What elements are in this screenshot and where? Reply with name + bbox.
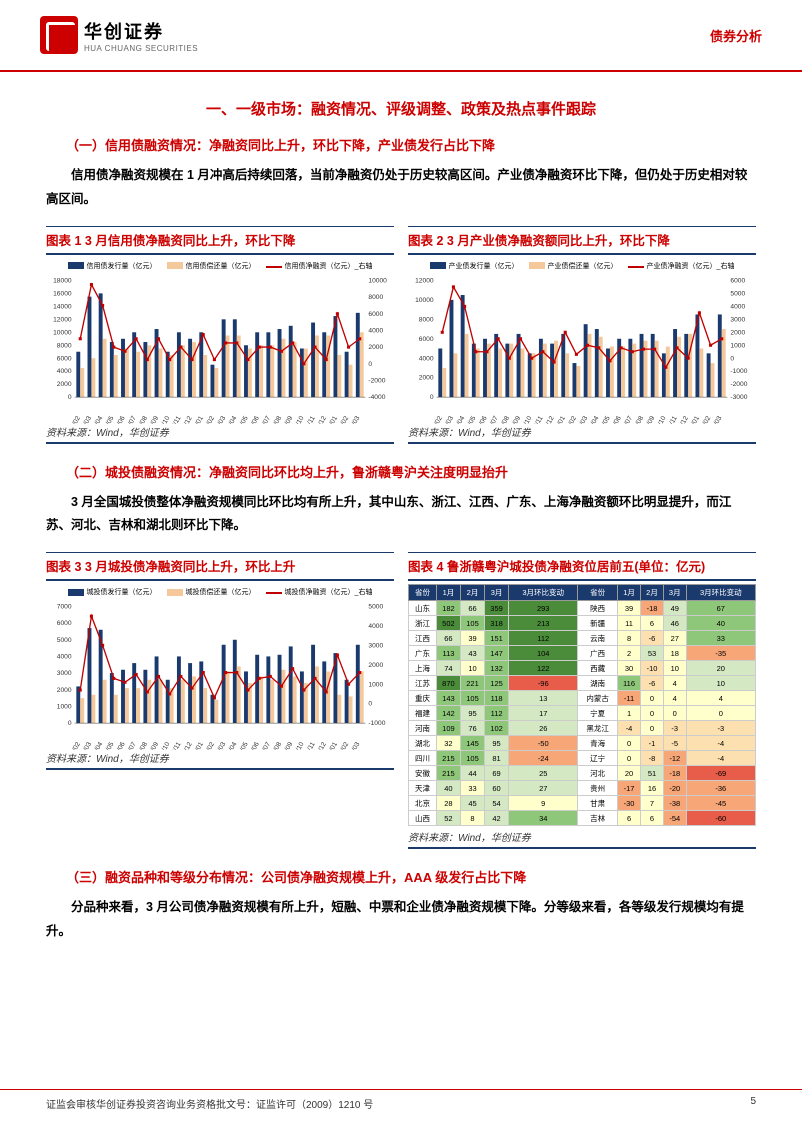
svg-text:6000: 6000 [57, 355, 72, 362]
svg-text:2000: 2000 [730, 329, 745, 336]
svg-text:8000: 8000 [368, 294, 383, 301]
svg-text:0: 0 [368, 701, 372, 708]
chart1-legend: 信用债发行量（亿元） 信用债偿还量（亿元） 信用债净融资（亿元）_右轴 [46, 261, 394, 271]
svg-text:8000: 8000 [419, 316, 434, 323]
table4: 省份1月2月3月3月环比变动省份1月2月3月3月环比变动山东1826635929… [408, 584, 756, 826]
chart1-title: 图表 1 3 月信用债净融资同比上升，环比下降 [46, 226, 394, 249]
svg-text:4000: 4000 [368, 623, 383, 630]
svg-text:5000: 5000 [368, 603, 383, 610]
page-header: 华创证券 HUA CHUANG SECURITIES 债券分析 [0, 0, 802, 72]
logo: 华创证券 HUA CHUANG SECURITIES [40, 16, 198, 54]
svg-text:3000: 3000 [730, 316, 745, 323]
svg-text:4000: 4000 [57, 653, 72, 660]
svg-text:-2000: -2000 [730, 381, 747, 388]
sub2-title: （二）城投债融资情况：净融资同比环比均上升，鲁浙赣粤沪关注度明显抬升 [66, 462, 756, 481]
doc-category: 债券分析 [710, 26, 762, 45]
svg-text:0: 0 [430, 394, 434, 401]
svg-text:18000: 18000 [53, 277, 72, 284]
footer-left: 证监会审核华创证券投资咨询业务资格批文号：证监许可（2009）1210 号 [46, 1096, 373, 1111]
svg-text:1000: 1000 [368, 681, 383, 688]
svg-text:5000: 5000 [57, 637, 72, 644]
chart2-title: 图表 2 3 月产业债净融资额同比上升，环比下降 [408, 226, 756, 249]
svg-text:14000: 14000 [53, 303, 72, 310]
svg-text:5000: 5000 [730, 290, 745, 297]
svg-text:0: 0 [730, 355, 734, 362]
svg-text:-4000: -4000 [368, 394, 385, 401]
svg-text:0: 0 [368, 360, 372, 367]
svg-text:3000: 3000 [368, 642, 383, 649]
chart3-legend: 城投债发行量（亿元） 城投债偿还量（亿元） 城投债净融资（亿元）_右轴 [46, 587, 394, 597]
sub3-title: （三）融资品种和等级分布情况：公司债净融资规模上升，AAA 级发行占比下降 [66, 867, 756, 886]
footer-page: 5 [750, 1096, 756, 1111]
svg-text:6000: 6000 [57, 620, 72, 627]
svg-text:4000: 4000 [730, 303, 745, 310]
svg-text:6000: 6000 [730, 277, 745, 284]
page-footer: 证监会审核华创证券投资咨询业务资格批文号：证监许可（2009）1210 号 5 [0, 1089, 802, 1111]
chart4-source: 资料来源：Wind，华创证券 [408, 826, 756, 849]
svg-text:2020/02: 2020/02 [426, 414, 444, 423]
section1-title: 一、一级市场：融资情况、评级调整、政策及热点事件跟踪 [46, 98, 756, 119]
svg-text:2000: 2000 [419, 374, 434, 381]
svg-text:-1000: -1000 [368, 720, 385, 727]
svg-text:6000: 6000 [368, 310, 383, 317]
svg-text:0: 0 [68, 394, 72, 401]
chart4-block: 图表 4 鲁浙赣粤沪城投债净融资位居前五(单位：亿元) 省份1月2月3月3月环比… [408, 552, 756, 849]
logo-en: HUA CHUANG SECURITIES [84, 44, 198, 53]
svg-text:10000: 10000 [368, 277, 387, 284]
svg-text:8000: 8000 [57, 342, 72, 349]
svg-text:2000: 2000 [57, 687, 72, 694]
svg-text:12000: 12000 [415, 277, 434, 284]
svg-text:2000: 2000 [368, 662, 383, 669]
sub3-body: 分品种来看，3 月公司债净融资规模有所上升，短融、中票和企业债净融资规模下降。分… [46, 896, 756, 944]
logo-icon [40, 16, 78, 54]
chart1-block: 图表 1 3 月信用债净融资同比上升，环比下降 信用债发行量（亿元） 信用债偿还… [46, 226, 394, 444]
sub1-title: （一）信用债融资情况：净融资同比上升，环比下降，产业债发行占比下降 [66, 135, 756, 154]
svg-text:4000: 4000 [419, 355, 434, 362]
chart2-block: 图表 2 3 月产业债净融资额同比上升，环比下降 产业债发行量（亿元） 产业债偿… [408, 226, 756, 444]
svg-text:2020/02: 2020/02 [64, 741, 82, 750]
sub1-body: 信用债净融资规模在 1 月冲高后持续回落，当前净融资仍处于历史较高区间。产业债净… [46, 164, 756, 212]
svg-text:-2000: -2000 [368, 377, 385, 384]
svg-text:6000: 6000 [419, 335, 434, 342]
chart3-block: 图表 3 3 月城投债净融资同比上升，环比上升 城投债发行量（亿元） 城投债偿还… [46, 552, 394, 849]
svg-text:10000: 10000 [415, 296, 434, 303]
svg-text:1000: 1000 [730, 342, 745, 349]
svg-text:0: 0 [68, 720, 72, 727]
chart2-svg: 020004000600080001000012000-3000-2000-10… [408, 274, 756, 424]
svg-text:16000: 16000 [53, 290, 72, 297]
sub2-body: 3 月全国城投债整体净融资规模同比环比均有所上升，其中山东、浙江、江西、广东、上… [46, 491, 756, 539]
svg-text:-3000: -3000 [730, 394, 747, 401]
svg-text:3000: 3000 [57, 670, 72, 677]
logo-cn: 华创证券 [84, 18, 198, 44]
chart4-title: 图表 4 鲁浙赣粤沪城投债净融资位居前五(单位：亿元) [408, 552, 756, 575]
chart1-svg: 0 2000 4000 6000 8000 10000 12000 14000 16000 180… [46, 274, 394, 424]
svg-text:2020/02: 2020/02 [64, 414, 82, 423]
svg-text:-1000: -1000 [730, 368, 747, 375]
svg-text:10000: 10000 [53, 329, 72, 336]
svg-text:7000: 7000 [57, 603, 72, 610]
chart3-svg: 0 1000 2000 3000 4000 5000 6000 7000 -1000 0 1000 2… [46, 600, 394, 750]
svg-text:12000: 12000 [53, 316, 72, 323]
svg-text:1000: 1000 [57, 703, 72, 710]
svg-text:4000: 4000 [368, 327, 383, 334]
chart2-legend: 产业债发行量（亿元） 产业债偿还量（亿元） 产业债净融资（亿元）_右轴 [408, 261, 756, 271]
svg-text:4000: 4000 [57, 368, 72, 375]
svg-text:2000: 2000 [57, 381, 72, 388]
chart3-title: 图表 3 3 月城投债净融资同比上升，环比上升 [46, 552, 394, 575]
svg-text:2000: 2000 [368, 344, 383, 351]
